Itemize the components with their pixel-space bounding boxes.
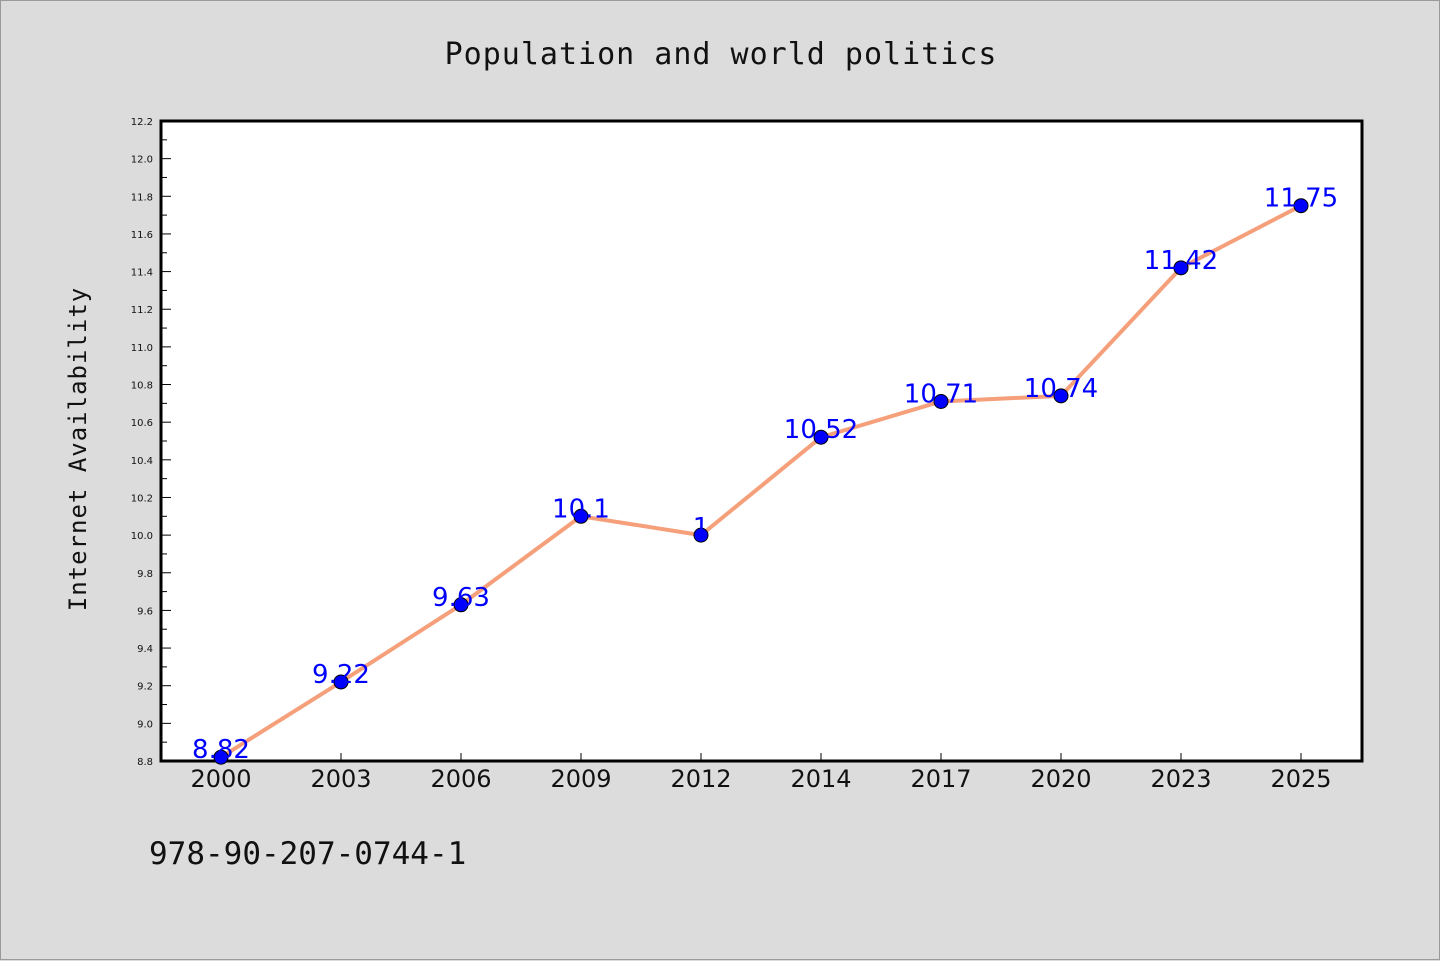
data-point-marker: [813, 429, 829, 445]
data-point-marker: [933, 393, 949, 409]
x-tick-label: 2009: [550, 765, 611, 793]
y-tick-label: 8.8: [137, 757, 153, 768]
data-points: [213, 198, 1309, 765]
data-label: 8.82: [192, 735, 250, 765]
data-label: 10.71: [904, 379, 978, 409]
isbn-text: 978-90-207-0744-1: [149, 836, 466, 872]
data-point-marker: [1293, 198, 1309, 214]
x-tick-label: 2000: [190, 765, 251, 793]
y-tick-label: 10.2: [131, 493, 153, 504]
data-labels: 8.82 9.22 9.63 10.1 1 10.52 10.71 10.74 11.42 11.…: [192, 184, 1338, 766]
series-line-group: [219, 203, 1302, 759]
x-axis: 2000 2003 2006 2009 2012 2014 2017 2020 2023 2025: [190, 753, 1332, 793]
data-point-marker: [453, 597, 469, 613]
y-tick-label: 12.2: [131, 117, 153, 128]
data-label: 9.22: [312, 660, 370, 690]
y-axis-label: Internet Availability: [64, 287, 92, 611]
y-tick-label: 11.4: [131, 268, 153, 279]
y-tick-label: 9.0: [137, 719, 153, 730]
x-tick-label: 2012: [670, 765, 731, 793]
data-point-marker: [1173, 260, 1189, 276]
y-tick-label: 9.8: [137, 569, 153, 580]
data-label: 10.1: [552, 494, 610, 524]
x-tick-label: 2017: [910, 765, 971, 793]
y-tick-label: 10.4: [131, 456, 153, 467]
y-tick-label: 10.8: [131, 381, 153, 392]
x-tick-label: 2020: [1030, 765, 1091, 793]
series-line: [219, 203, 1302, 759]
y-tick-label: 9.4: [137, 644, 153, 655]
data-label: 11.42: [1144, 246, 1218, 276]
x-tick-label: 2025: [1270, 765, 1331, 793]
x-tick-label: 2014: [790, 765, 851, 793]
data-point-marker: [213, 749, 229, 765]
y-tick-label: 11.6: [131, 230, 153, 241]
x-tick-label: 2003: [310, 765, 371, 793]
y-tick-label: 11.0: [131, 343, 153, 354]
plot-area: [159, 119, 1364, 763]
data-label: 11.75: [1264, 184, 1338, 214]
y-tick-label: 10.6: [131, 418, 153, 429]
data-label: 10.74: [1024, 374, 1098, 404]
x-tick-label: 2006: [430, 765, 491, 793]
data-label: 1: [693, 513, 710, 543]
y-tick-label: 10.0: [131, 531, 153, 542]
y-axis: 8.8 9.0 9.2 9.4 9.6 9.8 10.0 10.2 10.4 10.6 10.8 11…: [131, 117, 171, 768]
data-point-marker: [573, 508, 589, 524]
x-tick-label: 2023: [1150, 765, 1211, 793]
data-point-marker: [1053, 388, 1069, 404]
data-point-marker: [333, 674, 349, 690]
data-label: 10.52: [784, 415, 858, 445]
y-tick-label: 12.0: [131, 155, 153, 166]
y-tick-label: 9.2: [137, 682, 153, 693]
y-tick-label: 11.2: [131, 305, 153, 316]
y-tick-label: 11.8: [131, 192, 153, 203]
y-tick-label: 9.6: [137, 606, 153, 617]
data-point-marker: [693, 527, 709, 543]
data-label: 9.63: [432, 583, 490, 613]
chart-title: Population and world politics: [445, 37, 998, 72]
